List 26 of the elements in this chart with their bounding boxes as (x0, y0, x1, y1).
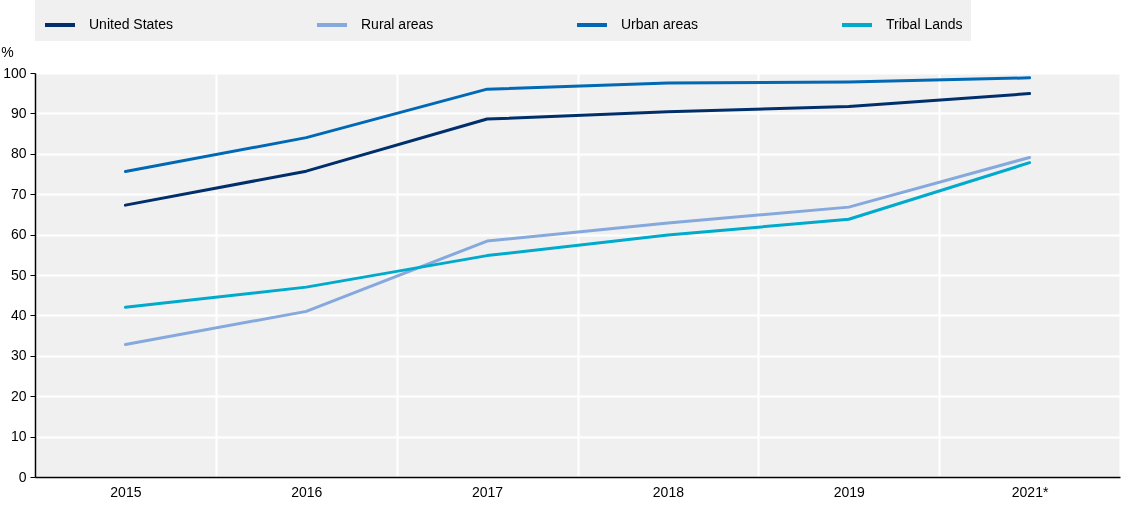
line-series (123, 92, 1032, 207)
y-tick-label: 90 (10, 104, 27, 121)
y-tick-label: 40 (10, 306, 27, 323)
line-series (123, 76, 1032, 174)
legend-label: United States (89, 16, 174, 32)
y-tick-label: 0 (18, 468, 27, 485)
x-tick-label: 2019 (833, 483, 866, 500)
y-axis-title: % (1, 43, 14, 60)
line-series (123, 161, 1032, 309)
y-tick-label: 70 (10, 185, 27, 202)
x-tick-label: 2015 (110, 483, 142, 500)
line-series (123, 155, 1032, 346)
x-tick-label: 2017 (472, 483, 504, 500)
legend-label: Tribal Lands (886, 16, 963, 32)
x-tick-label: 2018 (652, 483, 685, 500)
y-tick-label: 60 (10, 226, 27, 243)
y-tick-label: 100 (3, 64, 27, 81)
y-tick-label: 20 (10, 387, 27, 404)
y-tick-label: 30 (10, 347, 27, 364)
y-tick-label: 10 (10, 428, 27, 445)
x-tick-label: 2021* (1011, 483, 1049, 500)
x-tick-label: 2016 (291, 483, 323, 500)
legend-label: Urban areas (621, 16, 699, 32)
y-tick-label: 80 (10, 145, 27, 162)
legend-label: Rural areas (361, 16, 434, 32)
y-tick-label: 50 (10, 266, 27, 283)
